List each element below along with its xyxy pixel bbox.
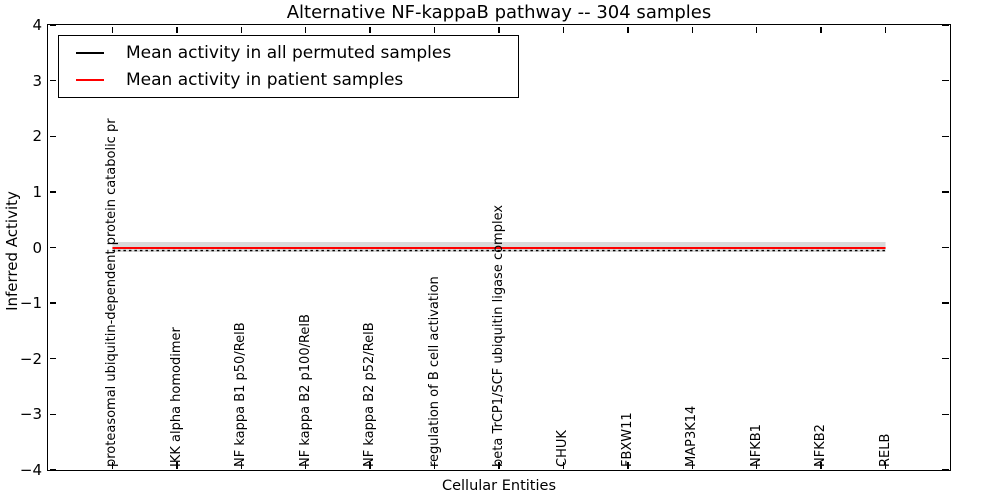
x-tick-bottom [433,462,436,469]
chart-title: Alternative NF-kappaB pathway -- 304 sam… [286,2,712,23]
y-tick-left [49,246,56,249]
y-tick-left [49,135,56,137]
y-tick-label: 1 [32,182,42,201]
y-tick-left [49,469,56,471]
x-tick-top [884,26,887,33]
x-tick-bottom [627,462,629,469]
y-tick-label: −4 [19,461,42,479]
x-tick-label: CHUK [555,430,571,467]
x-tick-bottom [240,462,242,469]
y-tick-left [49,302,56,304]
x-tick-bottom [498,462,500,469]
x-tick-bottom [562,462,565,469]
x-tick-label: beta TrCP1/SCF ubiquitin ligase complex [491,204,506,467]
y-tick-left [49,79,56,82]
y-tick-right [942,135,949,137]
y-tick-right [942,469,949,471]
x-tick-label: NF kappa B1 p50/RelB [233,322,249,467]
y-tick-left [49,358,56,360]
y-tick-label: −3 [19,405,42,424]
x-tick-label: FBXW11 [619,412,635,467]
x-tick-top [820,26,822,33]
x-tick-top [433,26,436,33]
y-tick-right [942,413,949,416]
y-tick-left [49,191,56,193]
x-tick-label: MAP3K14 [684,405,700,467]
x-tick-label: NF kappa B2 p100/RelB [297,314,313,467]
x-tick-label: proteasomal ubiquitin-dependent protein … [104,118,120,467]
x-tick-label: NFKB2 [813,424,829,467]
x-tick-top [176,26,178,33]
y-tick-right [942,302,949,304]
legend-line-sample-permuted [76,52,104,54]
y-tick-label: 0 [32,238,42,257]
x-tick-bottom [111,462,114,469]
y-tick-label: 2 [32,127,42,146]
x-tick-top [627,26,629,33]
x-tick-top [305,26,307,33]
y-tick-right [942,191,949,193]
y-tick-right [942,24,949,26]
legend-label: Mean activity in patient samples [126,70,404,90]
y-tick-left [49,413,56,416]
x-tick-bottom [691,462,693,469]
x-tick-label: NF kappa B2 p52/RelB [362,322,378,467]
y-tick-label: 4 [32,16,42,34]
x-tick-bottom [305,462,307,469]
x-tick-label: NFKB1 [748,424,764,467]
y-axis-label: Inferred Activity [3,191,21,311]
plot-frame [47,24,951,471]
y-tick-right [942,358,949,360]
x-tick-top [240,26,242,33]
x-tick-bottom [176,462,178,469]
x-tick-top [498,26,500,33]
x-tick-bottom [756,462,758,469]
y-tick-label: −2 [19,349,42,368]
x-axis-label: Cellular Entities [441,478,557,494]
x-tick-top [111,26,114,33]
x-tick-label: RELB [877,433,893,467]
x-tick-bottom [369,462,371,469]
x-tick-label: regulation of B cell activation [426,276,442,467]
y-tick-label: −1 [19,294,42,313]
x-tick-label: IKK alpha homodimer [168,327,184,467]
x-tick-top [369,26,371,33]
x-tick-bottom [884,462,887,469]
y-tick-right [942,246,949,249]
y-tick-label: 3 [32,71,42,90]
x-tick-top [562,26,565,33]
x-tick-top [691,26,693,33]
legend-label: Mean activity in all permuted samples [126,43,452,63]
legend-line-sample-patient [76,79,104,81]
legend-item: Mean activity in all permuted samples [76,43,518,63]
legend-item: Mean activity in patient samples [76,70,518,90]
legend: Mean activity in all permuted samples Me… [58,35,519,98]
y-tick-right [942,79,949,82]
x-tick-top [756,26,758,33]
y-tick-left [49,24,56,26]
x-tick-bottom [820,462,822,469]
